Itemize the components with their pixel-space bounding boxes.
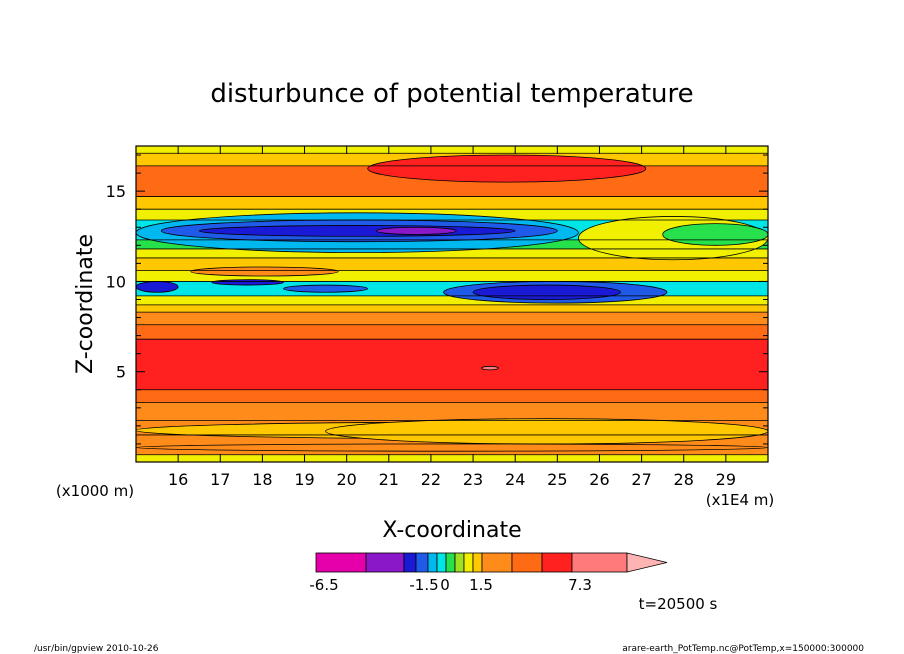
contour-band-0: [136, 454, 768, 462]
plot-frame: [135, 145, 769, 463]
x-unit-right: (x1E4 m): [706, 491, 775, 509]
colorbar-swatch-4: [427, 552, 438, 573]
colorbar-swatch-1: [365, 552, 405, 573]
contour-band-8: [136, 304, 768, 313]
x-axis: 16 17 18 19 20 21 22 23 24 25 26 27 28 29: [168, 146, 736, 489]
colorbar-arrow: [626, 552, 668, 573]
y-tick-label-1: 10: [106, 272, 126, 291]
contour-lines: [136, 146, 768, 456]
chart-title: disturbunce of potential temperature: [210, 79, 693, 109]
x-tick-label-3: 19: [294, 470, 314, 489]
contour-band-9: [136, 295, 768, 305]
contour-cell-3: [198, 225, 516, 237]
contour-cell-16: [481, 365, 499, 371]
contour-cell-14: [325, 418, 768, 445]
contour-cell-7: [136, 281, 179, 293]
colorbar-swatch-10: [481, 552, 513, 573]
x-tick-label-13: 29: [716, 470, 736, 489]
colorbar: [315, 552, 668, 573]
colorbar-label-3: 1.5: [469, 576, 493, 594]
y-axis-label: Z-coordinate: [73, 234, 98, 374]
contour-band-4: [136, 389, 768, 403]
contour-cell-10: [283, 284, 369, 293]
footer-left: /usr/bin/gpview 2010-10-26: [34, 644, 159, 654]
contour-band-3: [136, 402, 768, 421]
contour-cell-6: [662, 223, 768, 246]
colorbar-swatch-3: [415, 552, 429, 573]
contour-cell-4: [375, 226, 457, 235]
contour-band-13: [136, 248, 768, 258]
x-tick-label-7: 23: [463, 470, 483, 489]
x-tick-label-5: 21: [379, 470, 399, 489]
colorbar-swatch-6: [445, 552, 456, 573]
colorbar-labels: -6.5 -1.5 0 1.5 7.3: [309, 576, 592, 594]
x-tick-label-1: 17: [210, 470, 230, 489]
y-tick-label-2: 15: [106, 182, 126, 201]
contour-fill: [136, 146, 768, 462]
colorbar-swatch-13: [571, 552, 628, 573]
x-tick-label-6: 22: [421, 470, 441, 489]
x-tick-label-4: 20: [336, 470, 356, 489]
contour-cell-0: [367, 154, 647, 183]
footer-right: arare-earth_PotTemp.nc@PotTemp,x=150000:…: [622, 644, 864, 654]
contour-cell-8: [211, 279, 284, 286]
y-tick-label-0: 5: [116, 363, 126, 382]
colorbar-swatch-8: [463, 552, 474, 573]
colorbar-label-2: 0: [440, 576, 450, 594]
contour-cell-9: [190, 266, 339, 277]
contour-cell-15: [136, 443, 768, 452]
colorbar-swatch-11: [511, 552, 543, 573]
x-unit-left: (x1000 m): [56, 482, 134, 500]
contour-band-20: [136, 146, 768, 154]
x-axis-label: X-coordinate: [382, 518, 521, 543]
x-tick-label-8: 24: [505, 470, 525, 489]
y-axis: 5 10 15: [106, 154, 768, 445]
x-tick-label-10: 26: [589, 470, 609, 489]
colorbar-swatch-5: [436, 552, 447, 573]
x-tick-label-12: 28: [674, 470, 694, 489]
contour-cell-12: [472, 284, 621, 300]
colorbar-label-1: -1.5: [409, 576, 438, 594]
x-tick-label-2: 18: [252, 470, 272, 489]
contour-band-5: [136, 339, 768, 390]
colorbar-swatch-9: [472, 552, 483, 573]
x-tick-label-9: 25: [547, 470, 567, 489]
contour-band-7: [136, 312, 768, 325]
contour-band-11: [136, 270, 768, 282]
colorbar-swatch-2: [403, 552, 417, 573]
colorbar-label-0: -6.5: [309, 576, 338, 594]
x-tick-label-0: 16: [168, 470, 188, 489]
x-tick-label-11: 27: [631, 470, 651, 489]
colorbar-swatch-12: [541, 552, 573, 573]
colorbar-swatch-0: [315, 552, 367, 573]
colorbar-swatch-7: [454, 552, 465, 573]
contour-band-6: [136, 324, 768, 340]
time-label: t=20500 s: [639, 595, 718, 613]
colorbar-label-4: 7.3: [568, 576, 592, 594]
contour-band-17: [136, 196, 768, 210]
